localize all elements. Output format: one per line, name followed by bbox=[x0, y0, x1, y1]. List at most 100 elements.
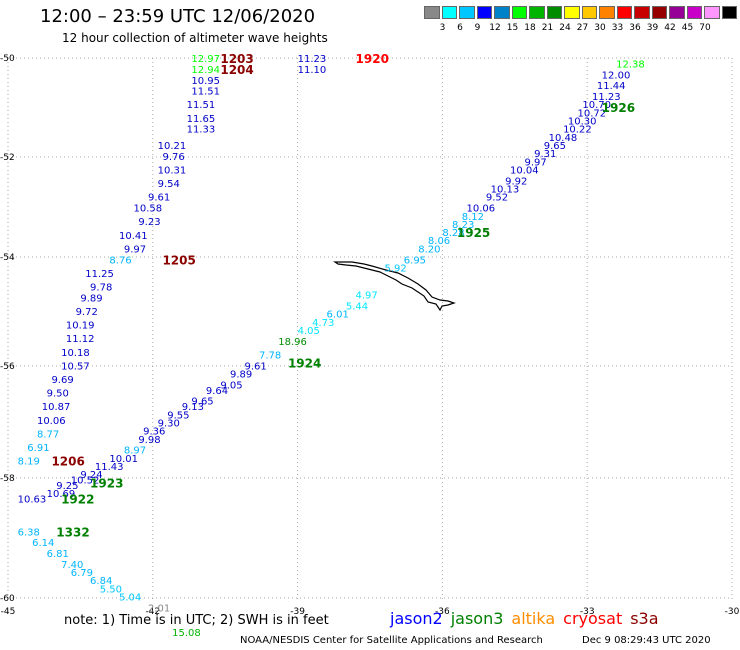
wave-height-label: 11.25 bbox=[85, 269, 114, 280]
colorbar-swatch bbox=[494, 6, 510, 19]
wave-height-label: 10.04 bbox=[510, 166, 539, 177]
wave-height-label: 8.23 bbox=[452, 220, 474, 231]
wave-height-label: 5.04 bbox=[119, 593, 141, 604]
colorbar-swatch bbox=[721, 6, 737, 19]
map-subtitle: 12 hour collection of altimeter wave hei… bbox=[62, 31, 328, 45]
wave-height-label: 8.19 bbox=[18, 457, 40, 468]
wave-height-label: 8.06 bbox=[428, 236, 450, 247]
wave-height-label: 9.05 bbox=[220, 380, 242, 391]
wave-height-label: 11.44 bbox=[597, 81, 626, 92]
colorbar-swatch bbox=[704, 6, 720, 19]
wave-height-label: 10.48 bbox=[549, 133, 578, 144]
wave-height-label: 10.58 bbox=[133, 204, 162, 215]
wave-height-label: 9.36 bbox=[143, 427, 165, 438]
wave-height-label: 10.13 bbox=[491, 185, 520, 196]
wave-height-label: 9.89 bbox=[80, 293, 102, 304]
satellite-legend: jason2 jason3 altika cryosat s3a bbox=[390, 609, 667, 628]
wave-height-label: 10.30 bbox=[568, 117, 597, 128]
wave-height-label: 11.12 bbox=[66, 334, 95, 345]
track-time-label: 1924 bbox=[288, 357, 321, 371]
wave-height-label: 8.12 bbox=[462, 212, 484, 223]
colorbar-tick-label: 45 bbox=[681, 23, 694, 33]
wave-height-label: 4.73 bbox=[312, 318, 334, 329]
legend-entry: jason3 bbox=[450, 609, 504, 628]
wave-height-label: 9.97 bbox=[124, 244, 146, 255]
legend-entry: altika bbox=[511, 609, 556, 628]
colorbar-tick-label: 15 bbox=[506, 23, 519, 33]
wave-height-label: 10.18 bbox=[61, 348, 90, 359]
colorbar-tick-label: 18 bbox=[524, 23, 536, 33]
wave-height-label: 11.23 bbox=[298, 54, 327, 65]
lon-tick-label: -42 bbox=[145, 607, 160, 617]
lat-tick-label: -54 bbox=[0, 253, 15, 263]
colorbar-tick-label: 27 bbox=[576, 23, 589, 33]
wave-height-label: 9.64 bbox=[206, 386, 228, 397]
colorbar-tick-label: 42 bbox=[664, 23, 676, 33]
wave-height-label: 10.19 bbox=[66, 321, 95, 332]
colorbar-tick-label: 30 bbox=[594, 23, 606, 33]
wave-height-label: 10.63 bbox=[18, 495, 47, 506]
wave-height-label: 11.10 bbox=[298, 65, 327, 76]
colorbar-swatch bbox=[599, 6, 615, 19]
wave-height-label: 9.61 bbox=[148, 193, 170, 204]
colorbar-swatch bbox=[669, 6, 685, 19]
wave-height-label: 7.40 bbox=[61, 560, 83, 571]
colorbar-tick-label: 24 bbox=[559, 23, 571, 33]
wave-height-label: 11.33 bbox=[187, 125, 216, 136]
track-time-label: 1926 bbox=[602, 101, 635, 115]
wave-height-label: 10.41 bbox=[119, 231, 148, 242]
wave-height-label: 10.70 bbox=[582, 100, 611, 111]
colorbar-swatch bbox=[686, 6, 702, 19]
colorbar-swatch bbox=[459, 6, 475, 19]
track-time-label: 1920 bbox=[356, 52, 389, 66]
wave-height-label: 12.94 bbox=[191, 65, 220, 76]
wave-height-label: 8.77 bbox=[37, 429, 59, 440]
track-time-label: 1206 bbox=[51, 455, 84, 469]
wave-height-label: 10.21 bbox=[158, 141, 187, 152]
lat-tick-label: -58 bbox=[0, 474, 15, 484]
track-time-label: 1332 bbox=[56, 525, 89, 539]
wave-height-label: 9.61 bbox=[245, 361, 267, 372]
colorbar-swatch bbox=[616, 6, 632, 19]
wave-height-label: 10.31 bbox=[158, 166, 187, 177]
wave-height-label: 6.14 bbox=[32, 538, 54, 549]
wave-height-label: 9.23 bbox=[138, 217, 160, 228]
wave-height-label: 10.57 bbox=[61, 361, 90, 372]
lat-tick-label: -56 bbox=[0, 362, 15, 372]
wave-height-label: 6.84 bbox=[90, 576, 112, 587]
colorbar-swatch bbox=[581, 6, 597, 19]
lon-tick-label: -45 bbox=[1, 607, 16, 617]
footer-note: note: 1) Time is in UTC; 2) SWH is in fe… bbox=[64, 613, 329, 628]
colorbar-swatch bbox=[441, 6, 457, 19]
island-outline bbox=[333, 261, 456, 312]
colorbar-tick-label: 39 bbox=[646, 23, 659, 33]
wave-height-label: 11.43 bbox=[95, 462, 124, 473]
legend-entry: jason2 bbox=[390, 609, 443, 628]
wave-height-label: 4.97 bbox=[356, 291, 378, 302]
track-time-label: 1923 bbox=[90, 476, 123, 490]
wave-height-label: 10.01 bbox=[109, 454, 138, 465]
wave-height-label: 5.92 bbox=[384, 263, 406, 274]
wave-height-label: 8.97 bbox=[124, 446, 146, 457]
colorbar-swatch bbox=[424, 6, 440, 19]
wave-height-label: 6.01 bbox=[327, 310, 349, 321]
wave-height-label: 10.06 bbox=[37, 416, 66, 427]
colorbar-tick-label: 36 bbox=[629, 23, 641, 33]
wave-height-label: 9.25 bbox=[56, 481, 78, 492]
track-time-label: 1203 bbox=[220, 52, 253, 66]
colorbar-tick-label: 33 bbox=[611, 23, 624, 33]
colorbar-swatch bbox=[546, 6, 562, 19]
lat-tick-label: -60 bbox=[0, 594, 15, 604]
wave-height-label: 9.89 bbox=[230, 370, 252, 381]
wave-height-label: 9.98 bbox=[138, 435, 160, 446]
colorbar-tick-label: 70 bbox=[699, 23, 711, 33]
wave-height-label: 8.28 bbox=[442, 228, 464, 239]
wave-height-label: 9.65 bbox=[544, 141, 566, 152]
wave-height-label: 8.20 bbox=[418, 244, 440, 255]
credit-line: NOAA/NESDIS Center for Satellite Applica… bbox=[240, 635, 543, 646]
map-title: 12:00 – 23:59 UTC 12/06/2020 bbox=[40, 6, 316, 27]
wave-height-label: 12.38 bbox=[616, 59, 645, 70]
wave-height-label: 9.97 bbox=[524, 157, 546, 168]
timestamp: Dec 9 08:29:43 UTC 2020 bbox=[582, 635, 711, 646]
